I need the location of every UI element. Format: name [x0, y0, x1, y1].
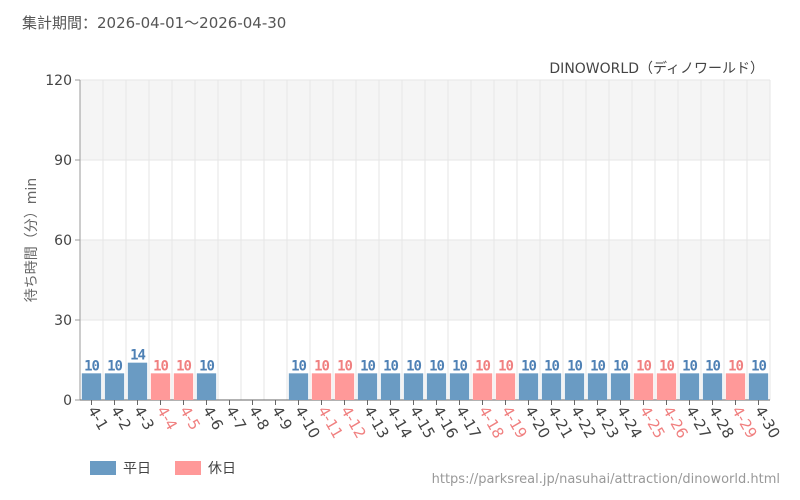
- bar-weekday: [81, 373, 102, 400]
- x-tick-label: 4-9: [268, 403, 296, 433]
- data-label: 10: [84, 358, 99, 374]
- data-label: 10: [728, 358, 743, 374]
- bar-holiday: [173, 373, 194, 400]
- bar-weekday: [104, 373, 125, 400]
- bar-weekday: [564, 373, 585, 400]
- data-label: 10: [544, 358, 559, 374]
- bar-holiday: [495, 373, 516, 400]
- bar-weekday: [403, 373, 424, 400]
- bar-weekday: [357, 373, 378, 400]
- data-label: 10: [314, 358, 329, 374]
- data-label: 10: [659, 358, 674, 374]
- data-label: 10: [636, 358, 651, 374]
- x-tick-label: 4-3: [130, 403, 158, 433]
- bar-weekday: [196, 373, 217, 400]
- legend-label-weekday: 平日: [123, 461, 151, 477]
- x-tick-label: 4-8: [245, 403, 273, 433]
- bar-holiday: [311, 373, 332, 400]
- data-label: 10: [383, 358, 398, 374]
- y-tick-label: 120: [45, 73, 72, 89]
- data-label: 14: [130, 348, 145, 364]
- data-label: 10: [751, 358, 766, 374]
- data-label: 10: [475, 358, 490, 374]
- bar-weekday: [449, 373, 470, 400]
- chart-title: DINOWORLD（ディノワールド）: [549, 60, 764, 77]
- x-tick-label: 4-4: [153, 403, 181, 433]
- bar-weekday: [679, 373, 700, 400]
- y-tick-label: 90: [54, 153, 72, 169]
- data-label: 10: [107, 358, 122, 374]
- legend-label-holiday: 休日: [208, 461, 236, 477]
- bar-holiday: [150, 373, 171, 400]
- y-tick-label: 30: [54, 313, 72, 329]
- bar-weekday: [518, 373, 539, 400]
- x-tick-label: 4-1: [84, 403, 112, 433]
- x-tick-label: 4-7: [222, 403, 250, 433]
- legend-weekday: 平日: [90, 458, 151, 478]
- legend-swatch-holiday: [175, 461, 201, 475]
- bar-weekday: [380, 373, 401, 400]
- bar-weekday: [541, 373, 562, 400]
- data-label: 10: [498, 358, 513, 374]
- y-tick-label: 60: [54, 233, 72, 249]
- bar-weekday: [610, 373, 631, 400]
- bar-holiday: [725, 373, 746, 400]
- legend-holiday: 休日: [175, 458, 236, 478]
- bar-weekday: [127, 362, 148, 400]
- x-tick-label: 4-2: [107, 403, 135, 433]
- data-label: 10: [153, 358, 168, 374]
- data-label: 10: [590, 358, 605, 374]
- data-label: 10: [337, 358, 352, 374]
- x-tick-label: 4-30: [751, 403, 784, 441]
- bar-holiday: [633, 373, 654, 400]
- bar-weekday: [748, 373, 769, 400]
- data-label: 10: [429, 358, 444, 374]
- bar-weekday: [426, 373, 447, 400]
- data-label: 10: [176, 358, 191, 374]
- data-label: 10: [406, 358, 421, 374]
- bar-weekday: [587, 373, 608, 400]
- period-label: 集計期間：2026-04-01～2026-04-30: [22, 14, 287, 32]
- data-label: 10: [682, 358, 697, 374]
- x-tick-label: 4-6: [199, 403, 227, 433]
- y-tick-label: 0: [63, 393, 72, 409]
- bar-holiday: [472, 373, 493, 400]
- source-url: https://parksreal.jp/nasuhai/attraction/…: [431, 472, 780, 487]
- legend-swatch-weekday: [90, 461, 116, 475]
- data-label: 10: [291, 358, 306, 374]
- x-tick-label: 4-5: [176, 403, 204, 433]
- data-label: 10: [613, 358, 628, 374]
- data-label: 10: [567, 358, 582, 374]
- bar-weekday: [702, 373, 723, 400]
- bar-holiday: [656, 373, 677, 400]
- data-label: 10: [199, 358, 214, 374]
- data-label: 10: [705, 358, 720, 374]
- y-axis-label: 待ち時間（分）min: [24, 178, 40, 302]
- data-label: 10: [521, 358, 536, 374]
- bar-weekday: [288, 373, 309, 400]
- data-label: 10: [452, 358, 467, 374]
- bar-holiday: [334, 373, 355, 400]
- data-label: 10: [360, 358, 375, 374]
